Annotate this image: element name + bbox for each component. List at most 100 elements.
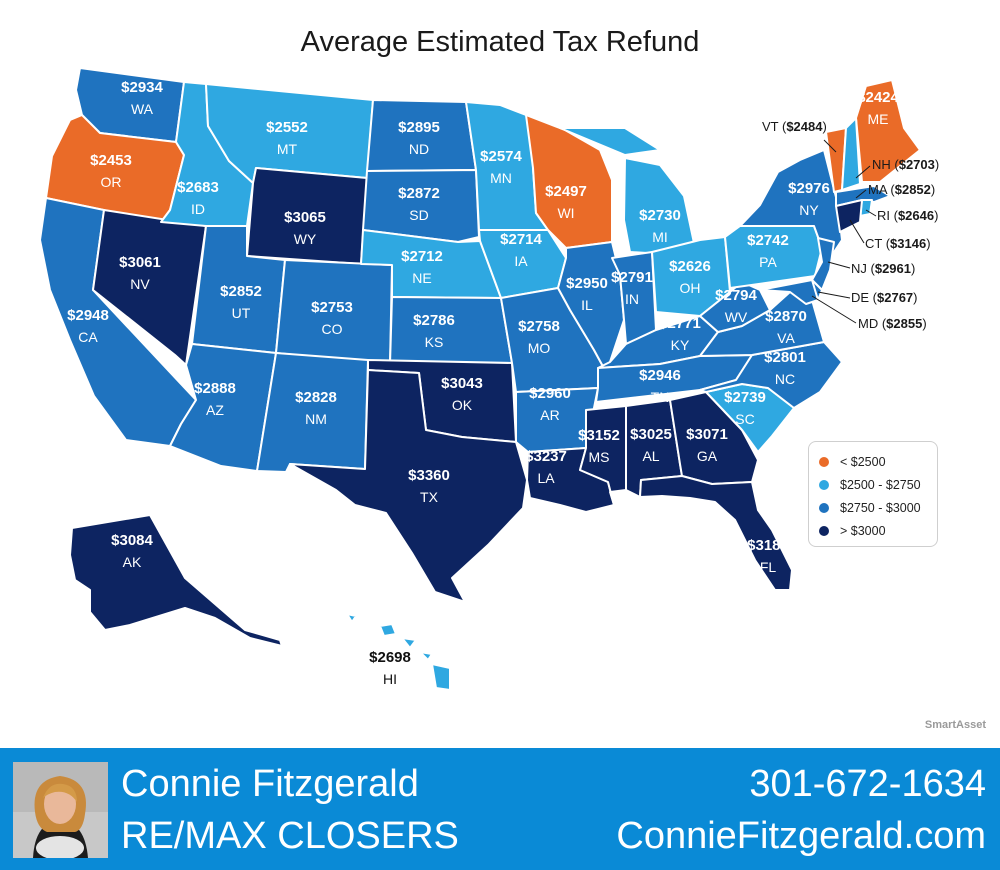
state-md	[759, 279, 819, 305]
state-abbr-wv: WV	[725, 309, 748, 325]
source-credit: SmartAsset	[924, 719, 986, 731]
state-value-ok: $3043	[441, 375, 483, 392]
agent-name: Connie Fitzgerald	[121, 763, 419, 805]
state-ak	[69, 514, 283, 647]
state-abbr-nd: ND	[409, 141, 429, 157]
state-abbr-ar: AR	[540, 407, 559, 423]
state-nh	[841, 117, 861, 191]
state-abbr-nc: NC	[775, 371, 795, 387]
state-value-hi: $2698	[369, 649, 411, 666]
callout-vt: VT ($2484)	[762, 119, 827, 134]
state-value-me: $2424	[857, 89, 899, 106]
callout-ma: MA ($2852)	[868, 182, 935, 197]
callout-nh: NH ($2703)	[872, 157, 939, 172]
callout-line-vt	[823, 139, 837, 153]
agent-company: RE/MAX CLOSERS	[121, 815, 459, 857]
agent-photo	[13, 762, 108, 858]
state-abbr-al: AL	[642, 448, 659, 464]
state-value-pa: $2742	[747, 232, 789, 249]
state-abbr-fl: FL	[760, 559, 777, 575]
callout-line-ri	[865, 209, 877, 217]
state-abbr-co: CO	[322, 321, 343, 337]
callout-line-de	[817, 291, 851, 299]
legend-label: $2500 - $2750	[840, 477, 921, 492]
callout-ri: RI ($2646)	[877, 208, 938, 223]
state-value-ca: $2948	[67, 307, 109, 324]
state-abbr-oh: OH	[680, 280, 701, 296]
state-abbr-sd: SD	[409, 207, 428, 223]
state-value-ms: $3152	[578, 427, 620, 444]
state-value-sc: $2739	[724, 389, 766, 406]
state-abbr-tx: TX	[420, 489, 439, 505]
state-abbr-or: OR	[101, 174, 122, 190]
legend-swatch	[819, 525, 829, 536]
state-value-ky: $2771	[659, 315, 701, 332]
state-value-ut: $2852	[220, 283, 262, 300]
legend-label: > $3000	[840, 523, 886, 538]
state-value-id: $2683	[177, 179, 219, 196]
legend-label: $2750 - $3000	[840, 500, 921, 515]
state-value-nm: $2828	[295, 389, 337, 406]
state-abbr-hi: HI	[383, 671, 397, 687]
legend-label: < $2500	[840, 454, 886, 469]
state-value-sd: $2872	[398, 185, 440, 202]
state-abbr-pa: PA	[759, 254, 777, 270]
legend-item: > $3000	[819, 519, 927, 542]
state-me	[855, 79, 921, 183]
state-value-ia: $2714	[500, 231, 542, 248]
state-value-tn: $2946	[639, 367, 681, 384]
state-value-la: $3237	[525, 448, 567, 465]
state-abbr-tn: TN	[651, 389, 670, 405]
state-abbr-ky: KY	[671, 337, 690, 353]
state-value-ga: $3071	[686, 426, 728, 443]
legend-swatch	[819, 502, 829, 513]
legend-item: < $2500	[819, 450, 927, 473]
state-abbr-mo: MO	[528, 340, 551, 356]
state-ct	[835, 199, 863, 233]
map-title: Average Estimated Tax Refund	[300, 26, 700, 58]
callout-line-nj	[827, 261, 851, 269]
state-value-ak: $3084	[111, 532, 153, 549]
state-abbr-ny: NY	[799, 202, 819, 218]
state-abbr-mt: MT	[277, 141, 298, 157]
state-value-mn: $2574	[480, 148, 522, 165]
state-value-in: $2791	[611, 269, 653, 286]
state-abbr-ne: NE	[412, 270, 431, 286]
callout-nj: NJ ($2961)	[851, 261, 915, 276]
state-abbr-ga: GA	[697, 448, 718, 464]
legend-item: $2750 - $3000	[819, 496, 927, 519]
state-abbr-mi: MI	[652, 229, 668, 245]
state-value-wa: $2934	[121, 79, 163, 96]
state-value-wy: $3065	[284, 209, 326, 226]
state-value-tx: $3360	[408, 467, 450, 484]
callout-line-nh	[855, 165, 871, 179]
state-nc	[699, 341, 843, 409]
state-value-mt: $2552	[266, 119, 308, 136]
agent-phone[interactable]: 301-672-1634	[749, 763, 986, 805]
state-value-ks: $2786	[413, 312, 455, 329]
state-value-va: $2870	[765, 308, 807, 325]
state-value-ny: $2976	[788, 180, 830, 197]
state-abbr-in: IN	[625, 291, 639, 307]
state-abbr-ms: MS	[589, 449, 610, 465]
state-abbr-ut: UT	[232, 305, 251, 321]
state-abbr-ok: OK	[452, 397, 473, 413]
state-value-mo: $2758	[518, 318, 560, 335]
callout-ct: CT ($3146)	[865, 236, 931, 251]
callout-line-ct	[849, 219, 865, 244]
legend-item: $2500 - $2750	[819, 473, 927, 496]
state-value-oh: $2626	[669, 258, 711, 275]
agent-website[interactable]: ConnieFitzgerald.com	[616, 815, 986, 857]
state-value-co: $2753	[311, 299, 353, 316]
state-abbr-ia: IA	[514, 253, 528, 269]
state-abbr-il: IL	[581, 297, 593, 313]
state-value-az: $2888	[194, 380, 236, 397]
state-fl	[639, 475, 793, 591]
state-value-nv: $3061	[119, 254, 161, 271]
callout-de: DE ($2767)	[851, 290, 918, 305]
state-abbr-la: LA	[537, 470, 555, 486]
state-tx	[289, 369, 528, 603]
state-abbr-me: ME	[868, 111, 889, 127]
state-sd	[362, 169, 480, 243]
state-value-nd: $2895	[398, 119, 440, 136]
